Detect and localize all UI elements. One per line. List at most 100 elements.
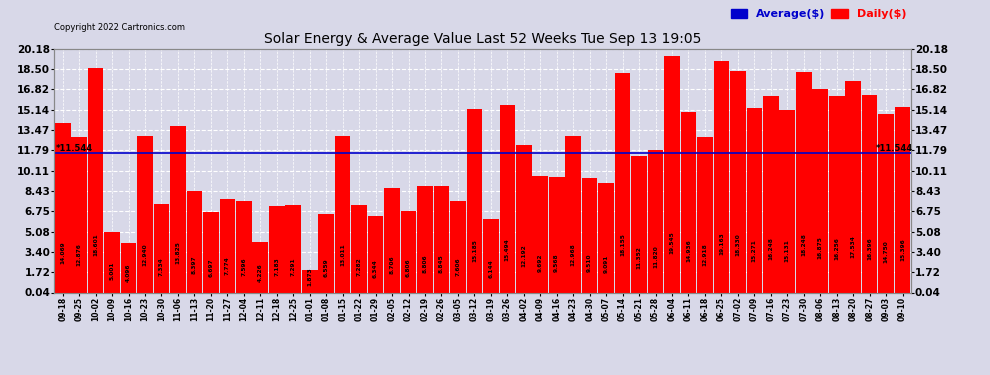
Bar [615,73,631,293]
Text: 7.183: 7.183 [274,258,279,276]
Bar [236,201,251,293]
Bar [88,68,103,293]
Bar [450,201,465,293]
Bar [483,219,499,293]
Text: 13.825: 13.825 [175,242,180,264]
Bar [516,146,532,293]
Bar [697,136,713,293]
Text: 15.271: 15.271 [751,239,756,262]
Bar [681,112,696,293]
Text: 18.330: 18.330 [736,233,741,256]
Text: 8.706: 8.706 [389,255,395,273]
Text: 7.291: 7.291 [291,258,296,276]
Bar [71,137,87,293]
Text: 13.011: 13.011 [341,243,346,266]
Bar [746,108,762,293]
Text: 6.144: 6.144 [488,260,493,278]
Text: 12.940: 12.940 [143,243,148,266]
Text: 4.096: 4.096 [126,263,131,282]
Bar [138,136,152,293]
Text: 14.750: 14.750 [884,240,889,262]
Bar [714,61,730,293]
Text: 16.256: 16.256 [835,237,840,260]
Text: 11.820: 11.820 [653,245,658,268]
Text: 6.344: 6.344 [373,259,378,278]
Text: 8.845: 8.845 [439,255,444,273]
Text: 15.131: 15.131 [785,239,790,262]
Text: 16.248: 16.248 [768,237,773,260]
Text: 7.606: 7.606 [455,257,460,276]
Bar [664,56,680,293]
Bar [252,242,268,293]
Text: 12.918: 12.918 [703,243,708,266]
Text: 14.069: 14.069 [60,241,65,264]
Legend: Average($), Daily($): Average($), Daily($) [727,5,911,24]
Bar [813,89,828,293]
Text: 19.163: 19.163 [719,232,724,255]
Bar [269,206,284,293]
Text: *11.544: *11.544 [56,144,93,153]
Bar [153,204,169,293]
Text: *11.544: *11.544 [875,144,913,153]
Text: 18.155: 18.155 [620,234,625,256]
Bar [466,109,482,293]
Title: Solar Energy & Average Value Last 52 Weeks Tue Sep 13 19:05: Solar Energy & Average Value Last 52 Wee… [264,32,701,46]
Bar [647,150,663,293]
Text: 7.596: 7.596 [242,257,247,276]
Text: 7.334: 7.334 [159,257,164,276]
Bar [796,72,812,293]
Bar [862,94,877,293]
Bar [104,232,120,293]
Bar [285,205,301,293]
Text: 7.774: 7.774 [225,256,230,275]
Bar [351,205,367,293]
Bar [632,156,646,293]
Bar [384,188,400,293]
Text: 15.494: 15.494 [505,238,510,261]
Bar [335,135,350,293]
Bar [170,126,186,293]
Text: 6.697: 6.697 [209,259,214,277]
Text: 12.192: 12.192 [522,244,527,267]
Bar [434,186,449,293]
Text: 17.534: 17.534 [850,235,855,258]
Text: 8.397: 8.397 [192,255,197,274]
Text: 18.601: 18.601 [93,233,98,256]
Bar [829,96,844,293]
Bar [763,96,779,293]
Text: 11.352: 11.352 [637,246,642,269]
Bar [582,178,598,293]
Text: 12.876: 12.876 [76,243,81,266]
Bar [186,191,202,293]
Bar [203,212,219,293]
Text: 9.692: 9.692 [538,253,543,272]
Bar [548,177,564,293]
Text: 6.806: 6.806 [406,258,411,277]
Bar [121,243,137,293]
Text: 8.806: 8.806 [423,255,428,273]
Bar [367,216,383,293]
Text: 6.559: 6.559 [324,259,329,278]
Text: 1.873: 1.873 [307,267,312,286]
Bar [533,176,548,293]
Text: Copyright 2022 Cartronics.com: Copyright 2022 Cartronics.com [54,22,185,32]
Text: 7.282: 7.282 [356,257,361,276]
Text: 9.568: 9.568 [554,254,559,272]
Bar [54,123,70,293]
Bar [565,136,581,293]
Bar [401,211,417,293]
Bar [779,110,795,293]
Bar [598,183,614,293]
Text: 19.545: 19.545 [669,231,674,254]
Text: 12.968: 12.968 [570,243,576,266]
Bar [878,114,894,293]
Bar [845,81,861,293]
Bar [319,214,334,293]
Text: 16.396: 16.396 [867,237,872,260]
Bar [220,199,236,293]
Bar [302,270,318,293]
Text: 15.185: 15.185 [472,239,477,262]
Text: 16.875: 16.875 [818,236,823,259]
Text: 9.091: 9.091 [604,255,609,273]
Text: 14.936: 14.936 [686,240,691,262]
